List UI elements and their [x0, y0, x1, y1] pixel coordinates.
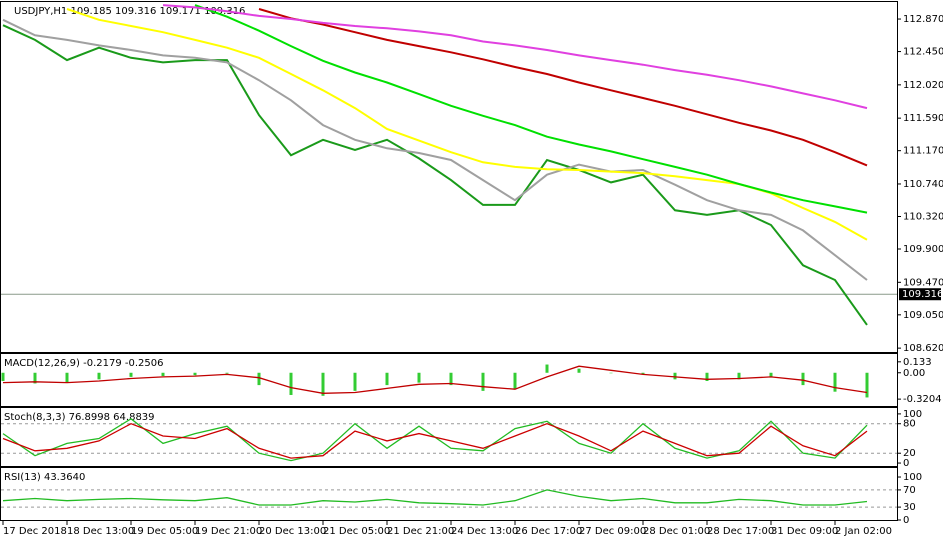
histogram-bar	[33, 372, 37, 384]
x-tick-label: 17 Dec 2018	[3, 526, 67, 537]
histogram-bar	[1, 372, 5, 381]
last-price-box	[899, 288, 941, 301]
x-tick-label: 31 Dec 09:00	[771, 526, 838, 537]
y-tick-label: 109.900	[903, 244, 943, 255]
histogram-bar	[673, 372, 677, 380]
histogram-bar	[449, 372, 453, 386]
y-tick-label: 70	[903, 485, 916, 496]
y-tick-label: 0	[903, 515, 909, 526]
series-line	[258, 8, 868, 167]
histogram-bar	[705, 372, 709, 381]
histogram-bar	[737, 372, 741, 380]
histogram-bar	[257, 372, 261, 386]
last-price-label: 109.316	[902, 289, 943, 300]
x-tick-label: 19 Dec 21:00	[195, 526, 262, 537]
histogram-bar	[289, 372, 293, 395]
x-tick-label: 18 Dec 13:00	[67, 526, 134, 537]
histogram-bar	[97, 372, 101, 380]
y-tick-label: 80	[903, 419, 916, 430]
panel-title: MACD(12,26,9) -0.2179 -0.2506	[4, 358, 164, 369]
histogram-bar	[417, 372, 421, 383]
histogram-bar	[385, 372, 389, 386]
histogram-bar	[129, 372, 133, 377]
y-tick-label: 111.590	[903, 113, 943, 124]
panel-frame	[0, 353, 898, 407]
histogram-bar	[481, 372, 485, 391]
y-tick-label: 112.450	[903, 47, 943, 58]
histogram-bar	[193, 372, 197, 376]
x-tick-label: 26 Dec 17:00	[515, 526, 582, 537]
series-line	[2, 24, 868, 326]
x-tick-label: 21 Dec 21:00	[387, 526, 454, 537]
histogram-bar	[225, 372, 229, 374]
x-tick-label: 27 Dec 09:00	[579, 526, 646, 537]
y-tick-label: 0	[903, 458, 909, 469]
histogram-bar	[801, 372, 805, 386]
histogram-bar	[545, 364, 549, 373]
histogram-bar	[353, 372, 357, 391]
series-line	[2, 18, 868, 281]
y-tick-label: 112.020	[903, 80, 943, 91]
histogram-bar	[161, 372, 165, 377]
series-line	[2, 489, 868, 506]
panel-title: USDJPY,H1 109.185 109.316 109.171 109.31…	[14, 6, 245, 17]
x-tick-label: 28 Dec 17:00	[707, 526, 774, 537]
y-tick-label: 109.050	[903, 310, 943, 321]
histogram-bar	[321, 372, 325, 396]
y-tick-label: 110.740	[903, 179, 943, 190]
series-line	[194, 4, 868, 214]
y-tick-label: 112.870	[903, 14, 943, 25]
histogram-bar	[65, 372, 69, 383]
panel-title: RSI(13) 43.3640	[4, 472, 85, 483]
x-tick-label: 21 Dec 05:00	[323, 526, 390, 537]
panel-frame	[0, 1, 898, 353]
y-tick-label: 100	[903, 409, 922, 420]
histogram-bar	[865, 372, 869, 398]
histogram-bar	[577, 368, 581, 373]
y-tick-label: 111.170	[903, 146, 943, 157]
y-tick-label: 109.470	[903, 277, 943, 288]
series-line	[2, 422, 868, 459]
x-tick-label: 2 Jan 02:00	[835, 526, 892, 537]
y-tick-label: 100	[903, 472, 922, 483]
series-line	[162, 4, 868, 110]
series-line	[2, 365, 868, 394]
histogram-bar	[641, 372, 645, 375]
y-tick-label: 0.00	[903, 368, 925, 379]
x-tick-label: 19 Dec 05:00	[131, 526, 198, 537]
x-tick-label: 28 Dec 01:00	[643, 526, 710, 537]
y-tick-label: 0.133	[903, 357, 932, 368]
y-tick-label: -0.3204	[903, 394, 942, 405]
histogram-bar	[769, 372, 773, 377]
y-tick-label: 30	[903, 502, 916, 513]
y-tick-label: 20	[903, 448, 916, 459]
panel-frame	[0, 407, 898, 467]
x-tick-label: 24 Dec 13:00	[451, 526, 518, 537]
panel-frame	[0, 467, 898, 521]
panel-title: Stoch(8,3,3) 76.8998 64.8839	[4, 412, 155, 423]
histogram-bar	[833, 372, 837, 392]
y-tick-label: 108.620	[903, 343, 943, 354]
histogram-bar	[513, 372, 517, 390]
x-tick-label: 20 Dec 13:00	[259, 526, 326, 537]
histogram-bar	[609, 372, 613, 374]
y-tick-label: 110.320	[903, 211, 943, 222]
